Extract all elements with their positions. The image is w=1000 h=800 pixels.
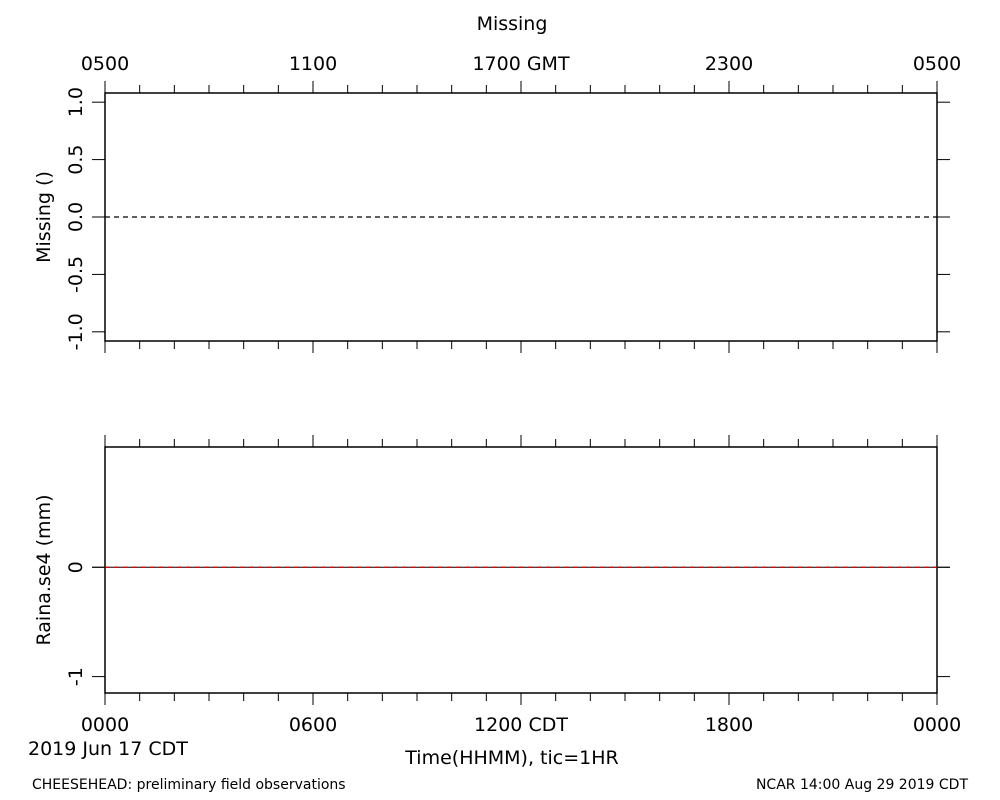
top-x-tick-label: 0500 xyxy=(81,53,129,75)
date-label: 2019 Jun 17 CDT xyxy=(28,738,188,760)
panel-missing-title: Missing xyxy=(477,13,548,35)
y-tick-label-missing: 1.0 xyxy=(65,87,87,117)
y-tick-label-missing: 0.0 xyxy=(65,202,87,232)
x-tick-label: 1200 CDT xyxy=(474,714,568,736)
y-tick-label-raina: 0 xyxy=(65,561,87,573)
x-axis-label: Time(HHMM), tic=1HR xyxy=(404,747,618,769)
x-tick-label: 0600 xyxy=(289,714,337,736)
panel-raina-frame xyxy=(104,446,938,694)
top-x-tick-label: 1100 xyxy=(289,53,337,75)
footer-left-text: CHEESEHEAD: preliminary field observatio… xyxy=(32,777,346,793)
panel-missing-ylabel: Missing () xyxy=(33,171,55,263)
top-x-tick-label: 0500 xyxy=(913,53,961,75)
x-tick-label: 1800 xyxy=(705,714,753,736)
panel-missing: Missing Missing () -1.0 -0.5 0.0 0.5 1.0 050… xyxy=(33,13,961,353)
x-tick-label: 0000 xyxy=(81,714,129,736)
top-x-tick-label: 2300 xyxy=(705,53,753,75)
y-tick-label-missing: 0.5 xyxy=(65,144,87,174)
panel-raina-ylabel: Raina.se4 (mm) xyxy=(33,495,55,646)
top-x-tick-label: 1700 GMT xyxy=(472,53,570,75)
y-tick-label-missing: -1.0 xyxy=(65,313,87,350)
y-tick-label-raina: -1 xyxy=(65,667,87,686)
x-tick-label: 0000 xyxy=(913,714,961,736)
footer-right-text: NCAR 14:00 Aug 29 2019 CDT xyxy=(756,777,968,793)
panel-raina: Raina.se4 (mm) -1 0 xyxy=(33,435,950,705)
y-tick-label-missing: -0.5 xyxy=(65,256,87,293)
